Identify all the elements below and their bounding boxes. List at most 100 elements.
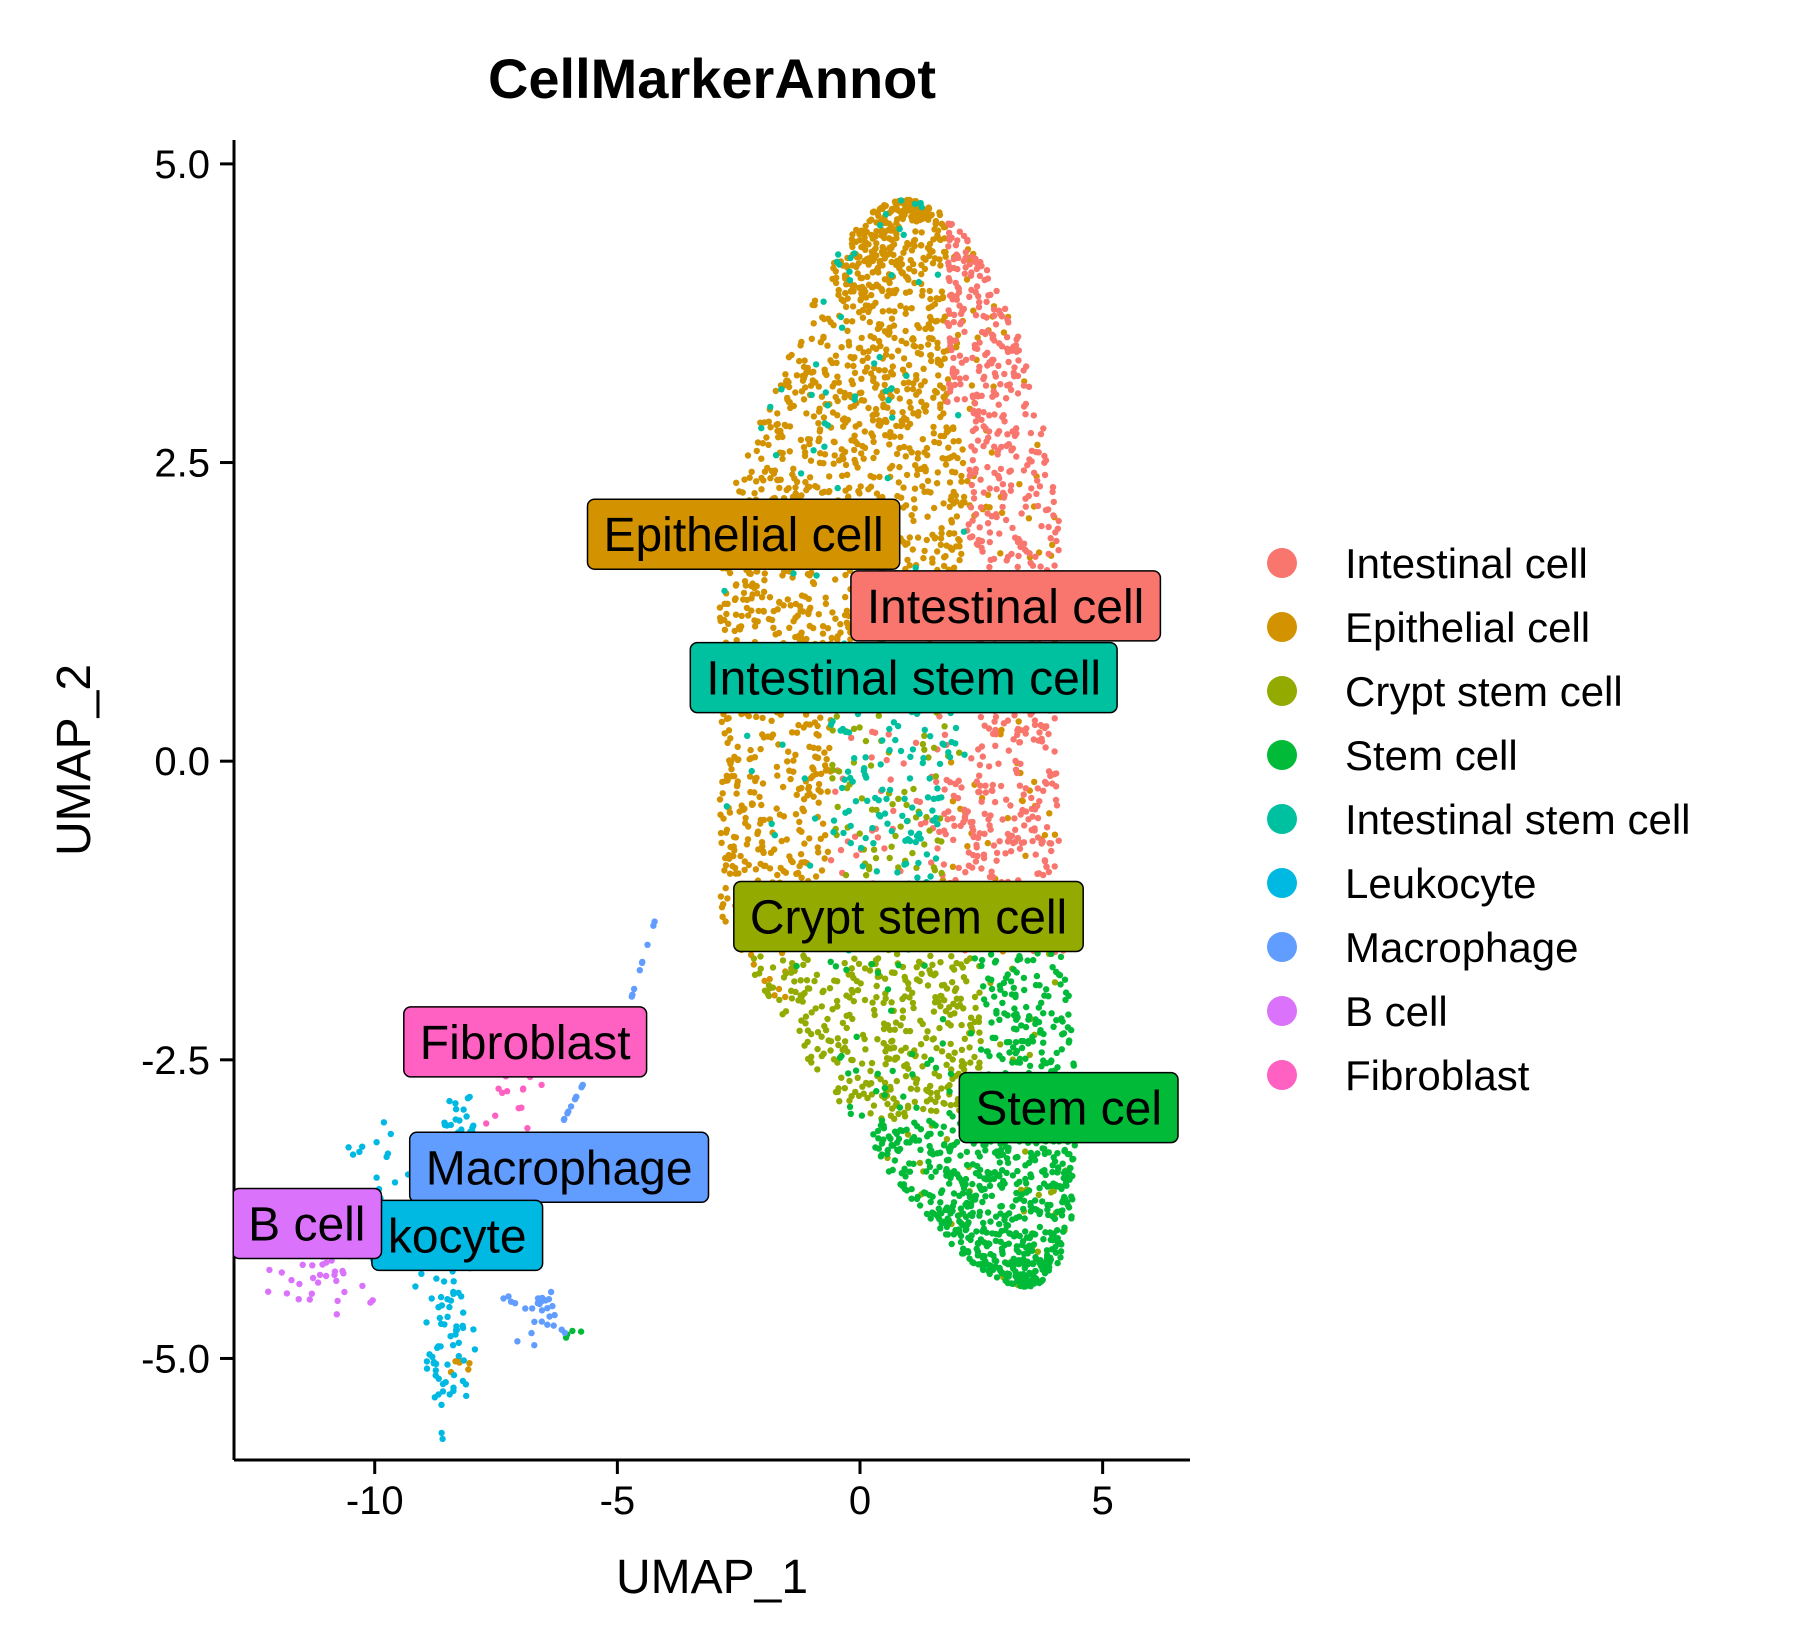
data-point <box>906 1168 914 1175</box>
data-point <box>996 1016 1003 1023</box>
data-point <box>854 1074 861 1082</box>
data-point <box>1009 1203 1016 1210</box>
legend-swatch <box>1267 868 1297 898</box>
data-point <box>887 208 895 215</box>
data-point <box>1055 971 1063 978</box>
data-point <box>748 468 755 475</box>
data-point <box>950 488 957 496</box>
data-point <box>873 448 880 456</box>
data-point <box>801 954 808 962</box>
data-point <box>1053 537 1060 545</box>
data-point <box>797 470 805 477</box>
data-point <box>975 1261 982 1268</box>
data-point <box>296 1280 303 1288</box>
data-point <box>753 447 760 455</box>
data-point <box>985 292 992 299</box>
data-point <box>908 305 915 312</box>
data-point <box>853 852 860 859</box>
data-point <box>873 868 880 875</box>
data-point <box>902 310 909 317</box>
data-point <box>518 1104 525 1111</box>
data-point <box>991 443 998 450</box>
data-point <box>912 1079 920 1087</box>
data-point <box>918 261 925 269</box>
data-point <box>911 200 919 208</box>
data-point <box>459 1324 467 1332</box>
data-point <box>925 334 933 342</box>
data-point <box>885 731 892 738</box>
data-point <box>972 1004 979 1012</box>
data-point <box>432 1367 439 1374</box>
data-point <box>776 598 783 606</box>
data-point <box>886 328 893 336</box>
data-point <box>1051 562 1058 569</box>
data-point <box>1022 1175 1029 1183</box>
data-point <box>1014 1153 1021 1161</box>
data-point <box>917 199 924 207</box>
data-point <box>787 602 794 609</box>
data-point <box>1023 1276 1030 1283</box>
data-point <box>835 291 842 298</box>
data-point <box>1004 1279 1011 1287</box>
data-point <box>970 495 978 502</box>
data-point <box>923 1034 930 1042</box>
data-point <box>956 228 963 235</box>
data-point <box>890 719 898 726</box>
data-point <box>950 564 958 571</box>
data-point <box>1032 1254 1039 1261</box>
data-point <box>345 1144 352 1151</box>
data-point <box>1006 468 1013 475</box>
data-point <box>856 344 864 351</box>
data-point <box>1034 870 1041 877</box>
data-point <box>783 836 790 843</box>
data-point <box>957 1238 965 1246</box>
data-point <box>872 384 879 391</box>
data-point <box>846 1103 854 1111</box>
data-point <box>842 461 850 469</box>
data-point <box>914 215 921 223</box>
data-point <box>1065 1011 1072 1018</box>
data-point <box>881 810 889 817</box>
data-point <box>986 1182 994 1190</box>
data-point <box>911 242 918 250</box>
data-point <box>865 863 873 870</box>
data-point <box>437 1293 445 1301</box>
data-point <box>927 952 934 960</box>
data-point <box>855 960 863 967</box>
data-point <box>1018 510 1025 517</box>
data-point <box>927 1107 935 1114</box>
data-point <box>830 264 837 272</box>
data-point <box>883 346 890 353</box>
data-point <box>779 783 787 791</box>
data-point <box>857 297 864 304</box>
data-point <box>888 999 895 1006</box>
data-point <box>796 818 803 826</box>
data-point <box>1039 1198 1046 1205</box>
data-point <box>825 315 832 322</box>
data-point <box>423 1365 431 1372</box>
data-point <box>982 1193 989 1200</box>
data-point <box>946 1109 953 1117</box>
data-point <box>537 1295 544 1302</box>
data-point <box>1004 814 1011 822</box>
data-point <box>884 374 891 381</box>
data-point <box>428 1295 435 1302</box>
data-point <box>872 794 879 802</box>
data-point <box>1053 770 1060 777</box>
data-point <box>898 1170 905 1177</box>
data-point <box>1058 1212 1066 1219</box>
data-point <box>791 978 798 985</box>
data-point <box>992 1213 1000 1220</box>
data-point <box>999 999 1006 1007</box>
data-point <box>951 987 959 995</box>
data-point <box>798 629 805 636</box>
data-point <box>1035 549 1043 556</box>
cluster-label-text: Epithelial cell <box>603 509 883 562</box>
data-point <box>503 1088 511 1095</box>
data-point <box>929 1209 936 1216</box>
data-point <box>821 749 828 756</box>
data-point <box>808 391 815 399</box>
data-point <box>870 1131 877 1138</box>
data-point <box>630 985 638 993</box>
data-point <box>359 1143 366 1150</box>
